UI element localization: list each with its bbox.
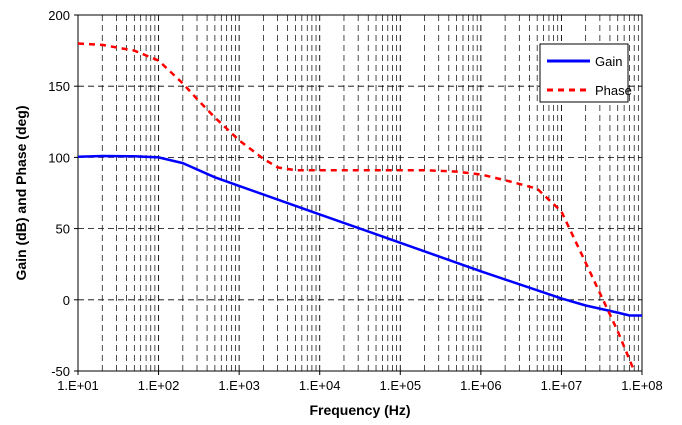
y-tick-label: -50 [51,364,70,379]
y-tick-label: 50 [56,222,70,237]
y-axis-title: Gain (dB) and Phase (deg) [13,105,29,280]
x-tick-label: 1.E+01 [57,378,99,393]
series-lines [77,42,642,372]
legend-box [539,43,629,103]
x-tick-label: 1.E+03 [218,378,260,393]
x-tick-label: 1.E+05 [379,378,421,393]
legend: Gain Phase [539,43,632,103]
y-tick-label: 150 [48,79,70,94]
y-tick-label: 100 [48,150,70,165]
legend-label-phase: Phase [595,83,632,98]
x-axis-title: Frequency (Hz) [309,402,410,418]
tick-labels: -50 0 50 100 150 200 1.E+01 1.E+02 1.E+03 1.E+04 1… [48,8,662,393]
y-tick-label: 200 [48,8,70,23]
x-tick-label: 1.E+04 [299,378,341,393]
x-tick-label: 1.E+07 [541,378,583,393]
x-tick-label: 1.E+06 [460,378,502,393]
series-line-gain [77,154,642,317]
x-tick-label: 1.E+08 [621,378,663,393]
series-line-phase [77,42,636,372]
x-tick-label: 1.E+02 [138,378,180,393]
legend-label-gain: Gain [595,54,622,69]
y-tick-label: 0 [63,293,70,308]
